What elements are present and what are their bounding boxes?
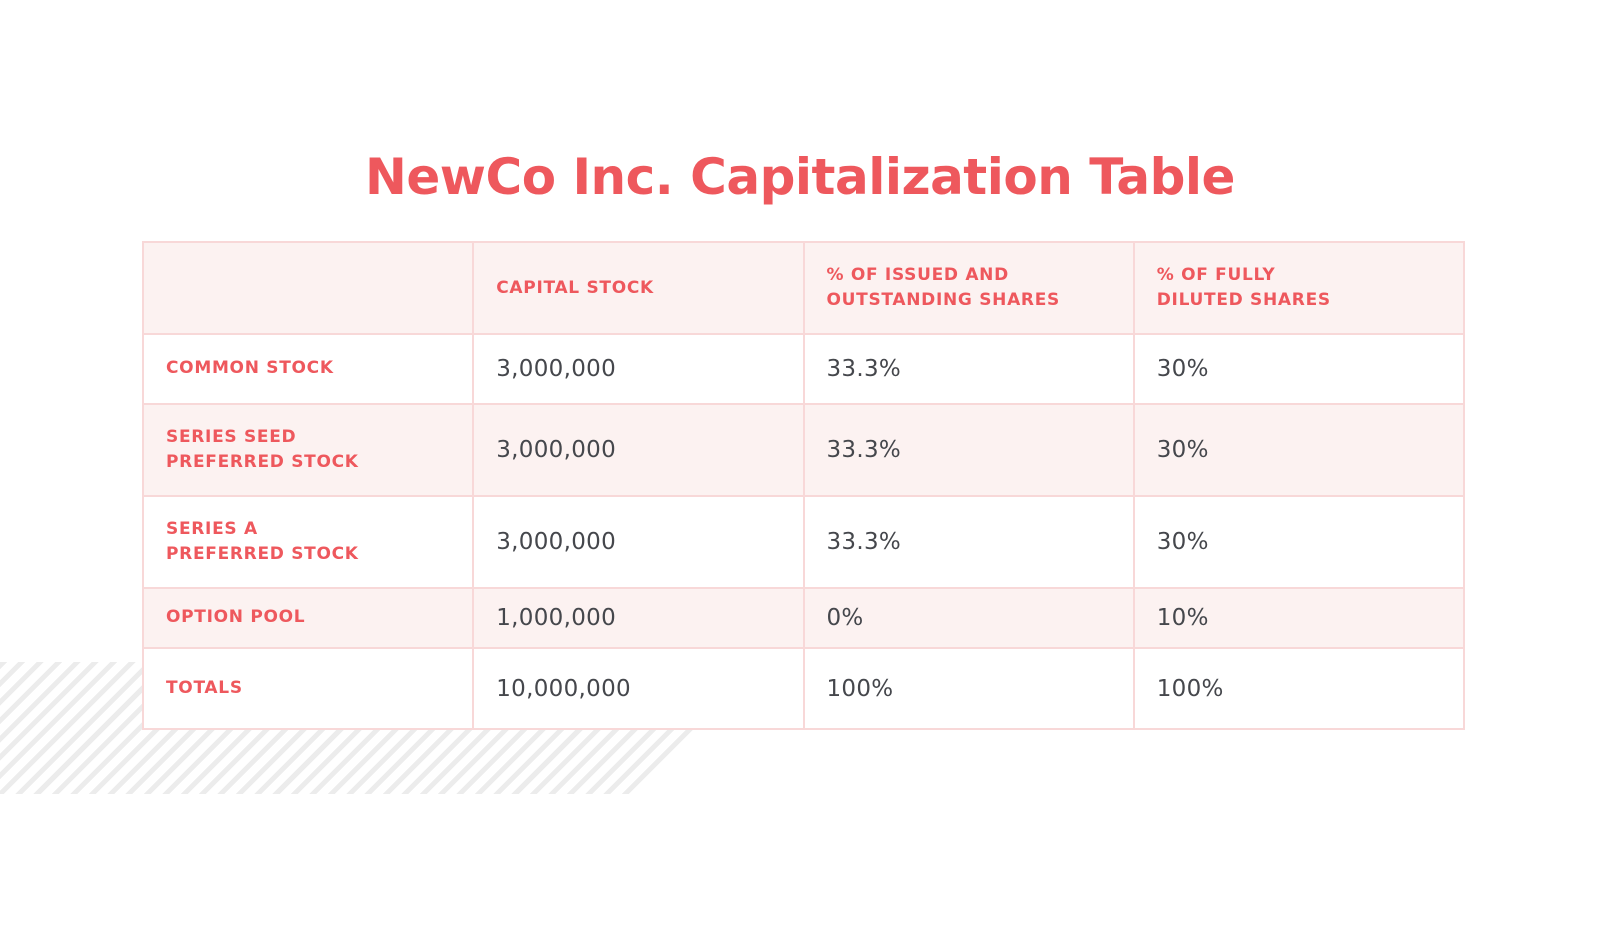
table-row-series-seed: SERIES SEED PREFERRED STOCK 3,000,000 33… <box>141 403 1466 497</box>
table-row-totals: TOTALS 10,000,000 100% 100% <box>141 647 1466 730</box>
capital-stock-value: 10,000,000 <box>472 647 805 730</box>
row-label: SERIES A PREFERRED STOCK <box>141 495 475 589</box>
pct-fully-diluted-value: 30% <box>1132 495 1466 589</box>
capital-stock-value: 3,000,000 <box>472 495 805 589</box>
pct-issued-outstanding-value: 100% <box>802 647 1135 730</box>
header-pct-issued-outstanding: % OF ISSUED AND OUTSTANDING SHARES <box>802 241 1135 335</box>
row-label: TOTALS <box>141 647 475 730</box>
pct-issued-outstanding-value: 33.3% <box>802 333 1135 405</box>
header-capital-stock: CAPITAL STOCK <box>472 241 805 335</box>
row-label: COMMON STOCK <box>141 333 475 405</box>
row-label: SERIES SEED PREFERRED STOCK <box>141 403 475 497</box>
header-pct-fully-diluted: % OF FULLY DILUTED SHARES <box>1132 241 1466 335</box>
table-row-series-a: SERIES A PREFERRED STOCK 3,000,000 33.3%… <box>141 495 1466 589</box>
page-title: NewCo Inc. Capitalization Table <box>365 148 1235 206</box>
pct-issued-outstanding-value: 0% <box>802 587 1135 649</box>
capital-stock-value: 1,000,000 <box>472 587 805 649</box>
table-row-option-pool: OPTION POOL 1,000,000 0% 10% <box>141 587 1466 649</box>
capital-stock-value: 3,000,000 <box>472 403 805 497</box>
pct-fully-diluted-value: 10% <box>1132 587 1466 649</box>
pct-fully-diluted-value: 30% <box>1132 333 1466 405</box>
pct-fully-diluted-value: 30% <box>1132 403 1466 497</box>
header-empty-cell <box>141 241 475 335</box>
capitalization-table: CAPITAL STOCK % OF ISSUED AND OUTSTANDIN… <box>141 241 1466 730</box>
table-row-common-stock: COMMON STOCK 3,000,000 33.3% 30% <box>141 333 1466 405</box>
pct-issued-outstanding-value: 33.3% <box>802 495 1135 589</box>
capital-stock-value: 3,000,000 <box>472 333 805 405</box>
pct-issued-outstanding-value: 33.3% <box>802 403 1135 497</box>
table-header-row: CAPITAL STOCK % OF ISSUED AND OUTSTANDIN… <box>141 241 1466 335</box>
row-label: OPTION POOL <box>141 587 475 649</box>
pct-fully-diluted-value: 100% <box>1132 647 1466 730</box>
